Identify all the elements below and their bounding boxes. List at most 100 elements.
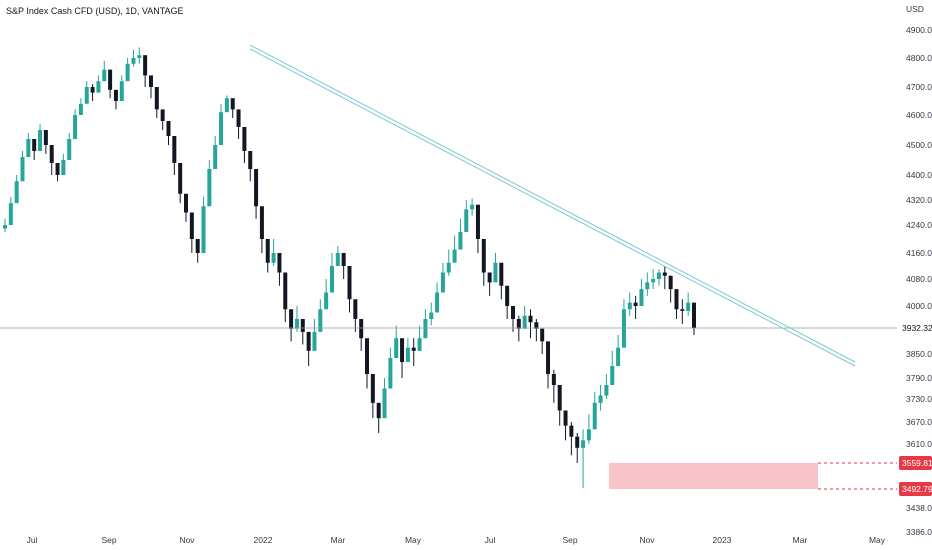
candle-body	[429, 312, 434, 320]
candle-body	[446, 262, 451, 273]
candle-body	[487, 272, 492, 283]
candle-body	[32, 139, 37, 151]
candle-body	[621, 309, 626, 348]
candle-body	[365, 338, 370, 374]
candle-body	[102, 69, 107, 82]
candle-body	[581, 440, 586, 448]
candle-body	[470, 204, 475, 210]
x-tick-label: Sep	[562, 535, 577, 545]
zone-top-tag-bg	[899, 456, 932, 470]
candle-body	[125, 63, 130, 82]
candle-body	[254, 169, 259, 207]
candle-body	[370, 374, 375, 403]
candle-body	[388, 358, 393, 389]
zone-bottom-tag-bg	[899, 482, 932, 496]
candle-body	[248, 151, 253, 169]
candle-body	[213, 145, 218, 169]
y-tick-label: 4000.00	[906, 301, 932, 311]
y-tick-label: 3790.00	[906, 373, 932, 383]
candle-body	[668, 275, 673, 290]
candle-body	[219, 112, 224, 145]
candle-body	[119, 81, 124, 101]
candle-body	[84, 87, 89, 104]
last-price-tag: 3932.32	[902, 323, 932, 333]
y-tick-label: 3386.00	[906, 527, 932, 537]
candle-body	[639, 289, 644, 306]
y-tick-label: 3730.00	[906, 394, 932, 404]
candle-body	[546, 341, 551, 374]
candle-body	[586, 429, 591, 441]
candle-body	[148, 75, 153, 87]
candle-body	[201, 206, 206, 253]
candle-body	[575, 436, 580, 448]
y-tick-label: 4400.00	[906, 170, 932, 180]
y-tick-label: 4900.00	[906, 25, 932, 35]
candle-body	[376, 402, 381, 419]
x-tick-label: Jul	[27, 535, 38, 545]
candle-body	[452, 249, 457, 263]
x-tick-label: Nov	[179, 535, 195, 545]
candle-body	[271, 253, 276, 263]
candle-body	[300, 319, 305, 332]
candle-body	[505, 285, 510, 306]
candle-body	[108, 69, 113, 90]
x-tick-label: 2023	[713, 535, 732, 545]
candle-body	[55, 163, 60, 175]
candle-body	[674, 289, 679, 310]
candle-body	[645, 282, 650, 290]
x-tick-label: Jul	[485, 535, 496, 545]
candle-body	[96, 81, 101, 93]
y-tick-label: 3670.00	[906, 417, 932, 427]
x-tick-label: Mar	[793, 535, 808, 545]
candle-body	[172, 136, 177, 163]
candle-body	[633, 302, 638, 306]
candle-body	[312, 331, 317, 351]
candle-body	[289, 309, 294, 329]
trendline-lower	[249, 48, 856, 367]
candle-body	[259, 206, 264, 239]
candle-body	[423, 319, 428, 339]
candle-body	[324, 292, 329, 310]
x-tick-label: Mar	[331, 535, 346, 545]
time-axis: Jul Sep Nov 2022 Mar May Jul Sep Nov 2023 Mar May	[27, 535, 886, 545]
candle-body	[616, 347, 621, 366]
candle-body	[656, 272, 661, 279]
y-tick-label: 4600.00	[906, 110, 932, 120]
candle-body	[516, 319, 521, 329]
candle-body	[627, 302, 632, 310]
candle-body	[359, 319, 364, 339]
candle-body	[154, 87, 159, 110]
candle-body	[347, 266, 352, 300]
candle-body	[382, 388, 387, 419]
candle-body	[440, 272, 445, 293]
candles-layer	[0, 47, 897, 489]
candle-body	[189, 212, 194, 239]
price-axis: 4900.00 4800.00 4700.00 4600.00 4500.00 4400.…	[899, 25, 932, 537]
candle-body	[20, 157, 25, 182]
y-tick-label: 3438.00	[906, 503, 932, 513]
candle-body	[394, 338, 399, 358]
candle-body	[184, 193, 189, 213]
currency-label: USD	[906, 4, 924, 14]
candle-body	[680, 309, 685, 311]
x-tick-label: May	[869, 535, 886, 545]
trendline-layer[interactable]	[249, 44, 856, 367]
candle-body	[43, 130, 48, 145]
x-tick-label: Nov	[639, 535, 655, 545]
y-tick-label: 4800.00	[906, 53, 932, 63]
x-tick-label: 2022	[254, 535, 273, 545]
candle-body	[318, 309, 323, 332]
candle-body	[499, 262, 504, 286]
y-tick-label: 4320.00	[906, 195, 932, 205]
zone-top-tag: 3559.81	[902, 458, 932, 468]
candle-body	[610, 366, 615, 385]
y-tick-label: 4240.00	[906, 220, 932, 230]
candle-body	[3, 225, 7, 229]
candle-body	[686, 302, 691, 311]
candle-body	[38, 130, 43, 151]
candle-body	[143, 55, 148, 76]
candle-body	[510, 306, 515, 320]
candle-body	[113, 89, 118, 101]
